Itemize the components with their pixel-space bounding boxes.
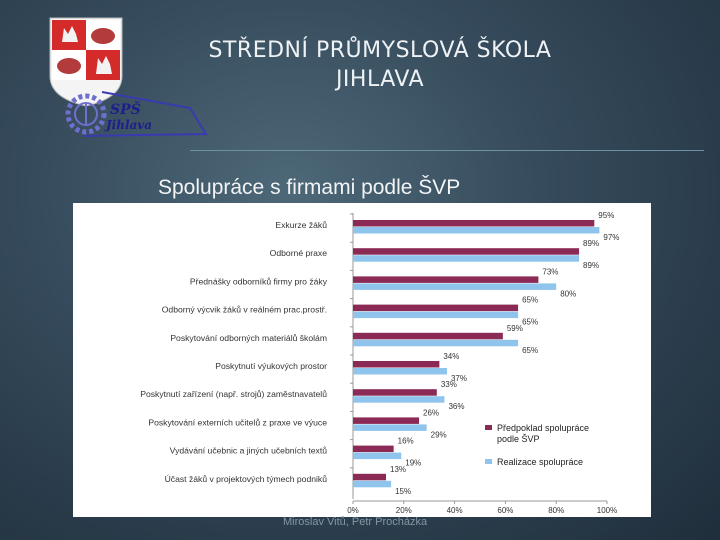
data-label: 73%: [542, 267, 558, 276]
footer-authors: Miroslav Vitů, Petr Procházka: [283, 516, 428, 528]
bar-actual: [353, 255, 580, 262]
x-tick-label: 40%: [447, 506, 463, 515]
category-label: Poskytnutí výukových prostor: [215, 361, 327, 371]
bar-actual: [353, 283, 557, 290]
legend-swatch-actual: [485, 459, 492, 464]
bar-actual: [353, 396, 445, 403]
bar-expected: [353, 220, 595, 227]
school-logo: SPŠ Jihlava: [40, 12, 212, 140]
bar-expected: [353, 417, 420, 424]
category-label: Odborný výcvik žáků v reálném prac.prost…: [162, 305, 327, 315]
school-title-line1: STŘEDNÍ PRŮMYSLOVÁ ŠKOLA: [208, 38, 552, 63]
x-tick-label: 80%: [548, 506, 564, 515]
bar-chart: Exkurze žáků 95% 97% Odborné praxe 89% 89% Pře…: [140, 211, 619, 515]
bar-expected: [353, 248, 580, 255]
data-label: 59%: [507, 324, 523, 333]
slide-subtitle: Spolupráce s firmami podle ŠVP: [158, 176, 461, 199]
bar-actual: [353, 227, 600, 234]
data-label: 33%: [441, 380, 457, 389]
data-label: 15%: [395, 487, 411, 496]
data-label: 26%: [423, 408, 439, 417]
bar-expected: [353, 445, 394, 453]
data-label: 97%: [603, 233, 619, 242]
x-tick-label: 0%: [347, 506, 359, 515]
data-label: 13%: [390, 465, 406, 474]
school-title-line2: JIHLAVA: [335, 67, 425, 92]
data-label: 65%: [522, 346, 538, 355]
coat-of-arms-icon: [49, 17, 123, 107]
bar-expected: [353, 332, 503, 340]
bar-expected: [353, 304, 519, 312]
data-label: 95%: [598, 211, 614, 220]
bar-actual: [353, 480, 392, 488]
x-tick-label: 20%: [396, 506, 412, 515]
category-label: Vydávání učebnic a jiných učebních textů: [170, 446, 328, 456]
bar-expected: [353, 473, 387, 481]
x-tick-label: 100%: [597, 506, 617, 515]
logo-text-sps: SPŠ: [110, 100, 141, 118]
bar-actual: [353, 339, 519, 347]
data-label: 80%: [560, 289, 576, 298]
legend-label-actual: Realizace spolupráce: [497, 457, 583, 467]
category-label: Účast žáků v projektových týmech podniků: [165, 474, 328, 484]
logo-text-jihlava: Jihlava: [104, 118, 152, 132]
category-label: Poskytování odborných materiálů školám: [170, 333, 327, 343]
gear-icon: [65, 93, 107, 135]
data-label: 89%: [583, 261, 599, 270]
data-label: 19%: [405, 459, 421, 468]
bar-actual: [353, 452, 402, 460]
data-label: 16%: [398, 437, 414, 446]
chart-container: Exkurze žáků 95% 97% Odborné praxe 89% 89% Pře…: [73, 203, 651, 517]
data-label: 89%: [583, 239, 599, 248]
bar-expected: [353, 389, 437, 396]
category-label: Přednášky odborníků firmy pro žáky: [190, 276, 328, 286]
title-divider: [190, 150, 704, 151]
legend-label-expected: Předpoklad spolupráce podle ŠVP: [497, 423, 589, 444]
data-label: 65%: [522, 318, 538, 327]
x-tick-label: 60%: [497, 506, 513, 515]
legend-swatch-expected: [485, 425, 492, 430]
data-label: 36%: [448, 402, 464, 411]
bar-expected: [353, 276, 539, 283]
data-label: 65%: [522, 296, 538, 305]
category-label: Odborné praxe: [270, 248, 328, 258]
bar-actual: [353, 311, 519, 319]
data-label: 29%: [431, 430, 447, 439]
data-label: 37%: [451, 374, 467, 383]
bar-actual: [353, 424, 427, 431]
category-label: Exkurze žáků: [275, 220, 327, 230]
school-title: STŘEDNÍ PRŮMYSLOVÁ ŠKOLA JIHLAVA: [150, 36, 610, 94]
category-label: Poskytnutí zařízení (např. strojů) zaměs…: [140, 389, 327, 399]
category-label: Poskytování externích učitelů z praxe ve…: [148, 417, 327, 427]
data-label: 34%: [443, 352, 459, 361]
bar-actual: [353, 368, 447, 375]
bar-expected: [353, 361, 440, 368]
